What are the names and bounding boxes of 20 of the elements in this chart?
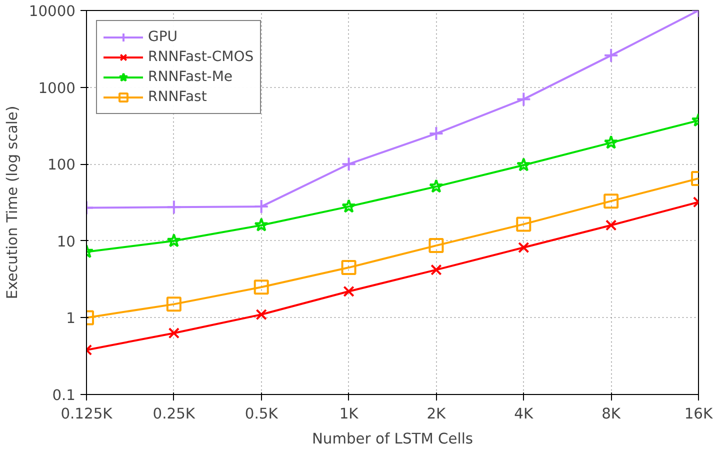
legend-label: RNNFast-Me: [148, 69, 233, 85]
legend-label: RNNFast: [148, 89, 207, 105]
legend-label: RNNFast-CMOS: [148, 49, 254, 65]
legend-label: GPU: [148, 29, 178, 45]
x-tick-label: 8K: [602, 406, 621, 422]
y-axis-title: Execution Time (log scale): [4, 106, 21, 300]
x-tick-label: 0.5K: [244, 406, 278, 422]
x-tick-label: 4K: [514, 406, 534, 422]
x-tick-label: 2K: [426, 406, 446, 422]
y-tick-label: 10: [56, 233, 76, 250]
y-tick-label: 0.1: [52, 387, 76, 404]
y-tick-label: 1000: [38, 80, 76, 97]
x-tick-label: 0.125K: [60, 406, 113, 422]
y-tick-label: 10000: [28, 3, 76, 20]
x-tick-label: 1K: [339, 406, 359, 422]
y-tick-label: 100: [48, 156, 76, 174]
x-tick-label: 0.25K: [152, 406, 196, 422]
x-axis-title: Number of LSTM Cells: [312, 430, 474, 448]
x-tick-label: 16K: [684, 406, 713, 422]
y-tick-label: 1: [66, 310, 76, 328]
